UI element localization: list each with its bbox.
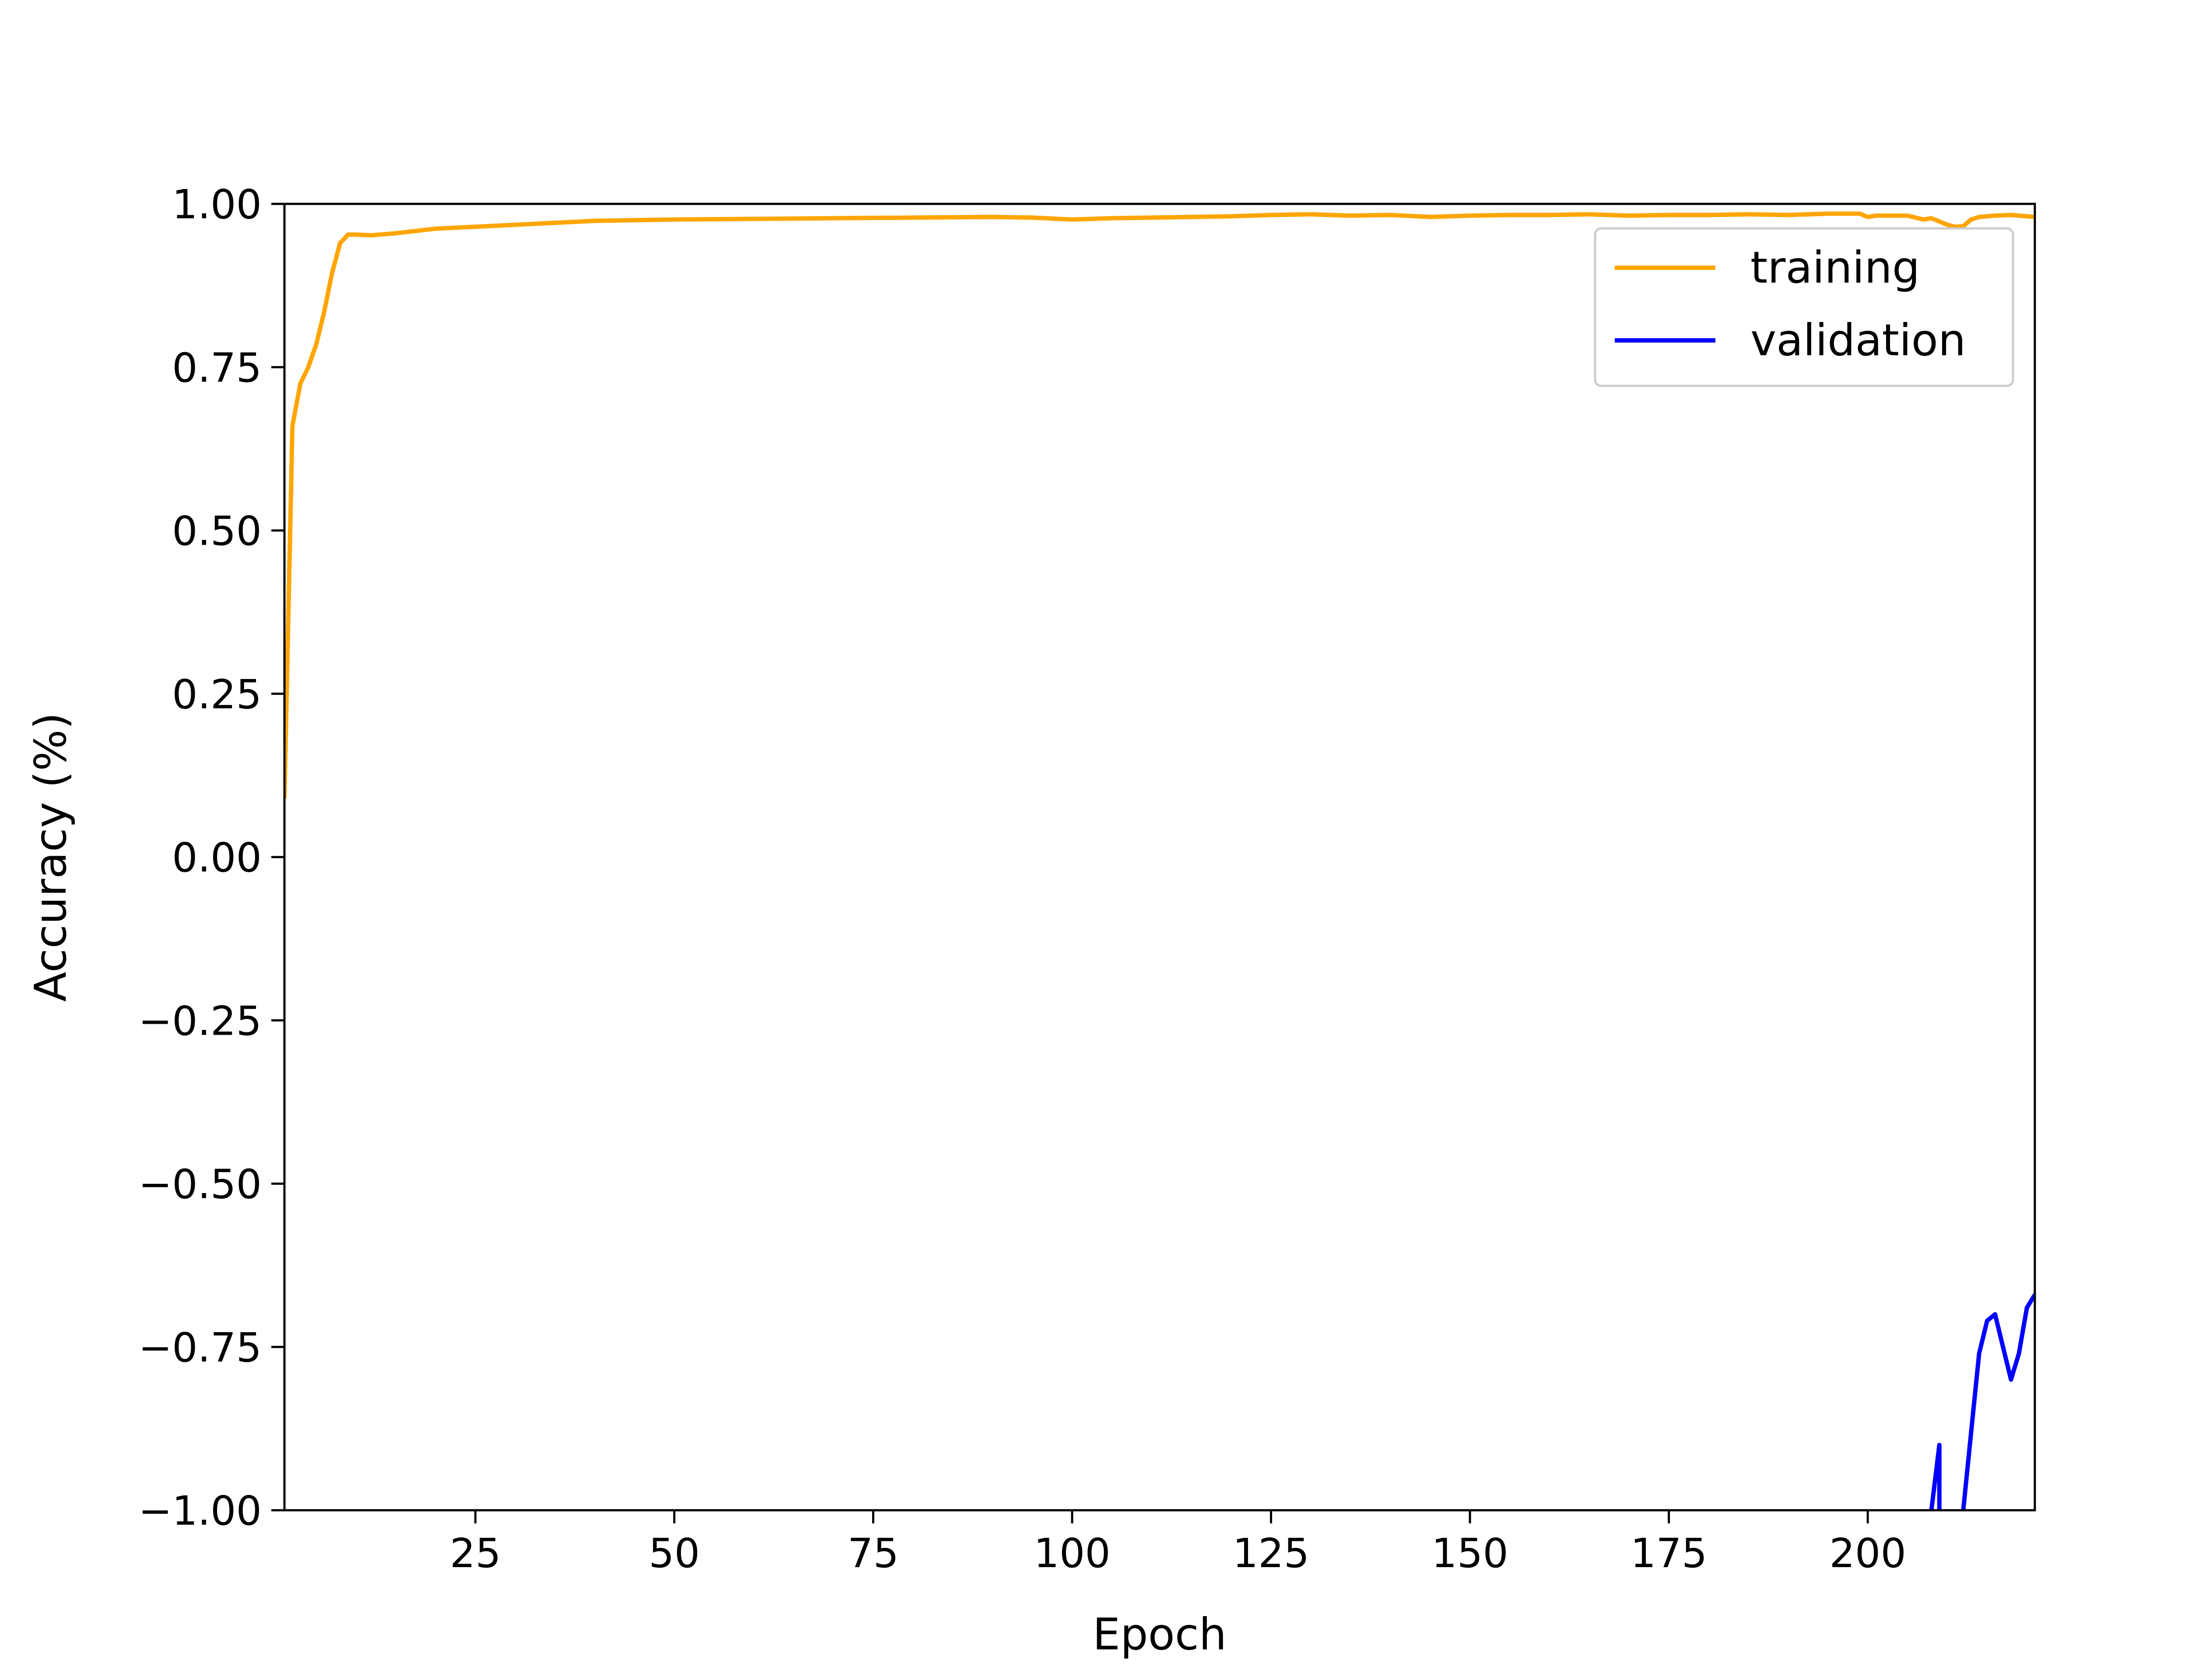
y-tick-label: 0.25	[172, 671, 262, 718]
x-axis-label: Epoch	[1093, 1609, 1227, 1660]
y-tick-label: −1.00	[138, 1488, 262, 1534]
x-axis: 25 50 75 100 125 150 175 200	[450, 1510, 1906, 1577]
x-tick-label: 150	[1431, 1530, 1508, 1577]
series-layer	[284, 211, 2035, 1510]
y-tick-label: 0.00	[172, 834, 262, 881]
series-line-training	[284, 211, 2035, 798]
y-axis: −1.00 −0.75 −0.50 −0.25 0.00 0.25 0.50 0.75 1.00	[138, 181, 284, 1534]
x-tick-label: 200	[1829, 1530, 1906, 1577]
x-tick-label: 25	[450, 1530, 501, 1577]
x-tick-label: 175	[1630, 1530, 1708, 1577]
y-tick-label: 0.50	[172, 508, 262, 555]
legend-label-training: training	[1750, 242, 1920, 293]
y-tick-label: −0.25	[138, 998, 262, 1044]
x-tick-label: 125	[1233, 1530, 1310, 1577]
x-tick-label: 75	[848, 1530, 899, 1577]
legend: training validation	[1594, 227, 2014, 387]
series-line-validation	[1929, 1293, 2035, 1510]
plot-area	[284, 204, 2035, 1510]
y-tick-label: 0.75	[172, 344, 262, 391]
x-tick-label: 100	[1034, 1530, 1111, 1577]
y-tick-label: 1.00	[172, 181, 262, 228]
legend-label-validation: validation	[1750, 315, 1966, 366]
y-tick-label: −0.75	[138, 1324, 262, 1371]
x-tick-label: 50	[649, 1530, 700, 1577]
y-tick-label: −0.50	[138, 1161, 262, 1208]
y-axis-label: Accuracy (%)	[25, 712, 76, 1001]
